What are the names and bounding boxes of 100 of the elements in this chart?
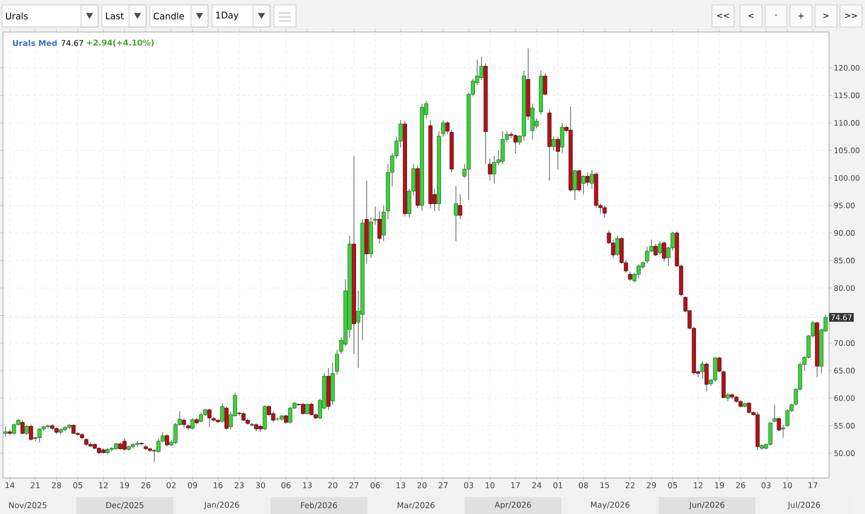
candlestick xyxy=(513,134,518,154)
text: Feb/2026 xyxy=(301,502,338,509)
candlestick xyxy=(581,174,586,195)
x-tick-label: 19 xyxy=(120,482,130,488)
x-tick-label: 05 xyxy=(668,482,678,488)
candlestick xyxy=(24,424,29,436)
candlestick xyxy=(20,420,25,435)
text: Apr/2026 xyxy=(494,502,531,510)
x-tick-label: 29 xyxy=(646,482,656,488)
x-tick-label: 26 xyxy=(141,482,150,488)
candlestick xyxy=(577,169,582,192)
candlestick xyxy=(776,417,781,432)
candlestick xyxy=(250,422,254,427)
candlestick xyxy=(173,422,178,444)
x-tick-label: 08 xyxy=(578,482,588,488)
candlestick xyxy=(12,423,16,435)
text: Jun/2026 xyxy=(688,502,724,510)
x-tick-label: 03 xyxy=(464,482,474,488)
candlestick xyxy=(458,194,462,220)
candlestick xyxy=(781,424,786,438)
candlestick xyxy=(717,356,722,373)
candlestick xyxy=(152,449,156,462)
x-tick-label: 27 xyxy=(349,482,358,488)
x-tick-label: 02 xyxy=(166,482,176,488)
candlestick xyxy=(552,136,556,151)
candlestick xyxy=(586,172,590,186)
text: Jan/2026 xyxy=(204,502,240,510)
x-tick-label: 14 xyxy=(6,482,14,488)
candlestick xyxy=(500,130,505,164)
text: 1Day xyxy=(216,12,238,20)
candlestick xyxy=(700,360,704,380)
text: Nov/2025 xyxy=(9,502,46,509)
candlestick xyxy=(772,404,777,423)
candlestick xyxy=(747,402,752,414)
x-tick-label: 12 xyxy=(694,482,702,488)
x-tick-label: 16 xyxy=(214,482,223,488)
candlestick xyxy=(628,271,632,282)
text: Urals xyxy=(6,12,28,20)
candlestick xyxy=(241,412,246,422)
candlestick xyxy=(768,422,772,446)
candlestick xyxy=(182,418,186,428)
candlestick xyxy=(266,405,272,416)
candlestick xyxy=(198,412,204,423)
text: Last xyxy=(106,12,124,20)
text: >> xyxy=(845,14,857,18)
text: << xyxy=(717,14,729,18)
candlestick xyxy=(785,408,790,428)
candlestick xyxy=(662,240,666,262)
text: < xyxy=(748,14,754,18)
candlestick xyxy=(572,169,577,200)
candlestick xyxy=(488,158,492,181)
x-tick-label: 20 xyxy=(417,482,427,488)
text: Candle xyxy=(154,12,184,20)
candlestick xyxy=(543,72,548,96)
x-tick-label: 23 xyxy=(234,482,244,488)
candlestick xyxy=(72,424,76,434)
candlestick xyxy=(590,169,594,190)
candlestick xyxy=(122,438,127,451)
text: Mar/2026 xyxy=(398,502,435,509)
candlestick xyxy=(29,424,34,441)
x-tick-label: 09 xyxy=(188,482,198,488)
candlestick xyxy=(207,408,212,428)
text: May/2026 xyxy=(591,502,630,510)
x-tick-label: 06 xyxy=(370,482,380,488)
x-tick-label: 22 xyxy=(626,482,634,488)
candlestick xyxy=(156,438,161,453)
candlestick xyxy=(262,405,267,430)
x-tick-label: 17 xyxy=(808,482,818,488)
candlestick xyxy=(713,356,718,382)
x-tick-label: 13 xyxy=(303,482,312,488)
candlestick xyxy=(615,235,620,256)
candlestick xyxy=(139,442,144,446)
annotation: +2.94(+4.10%) xyxy=(86,39,154,47)
text: Jul/2026 xyxy=(787,502,820,510)
text: - xyxy=(774,14,778,16)
x-tick-label: 06 xyxy=(281,482,291,488)
x-tick-label: 17 xyxy=(511,482,520,488)
candlestick xyxy=(4,426,8,438)
x-tick-label: 27 xyxy=(438,482,448,488)
text: 74.67 xyxy=(61,40,84,46)
candlestick xyxy=(704,362,709,392)
x-tick-label: 10 xyxy=(486,482,494,488)
candlestick xyxy=(602,205,607,218)
candlestick xyxy=(164,434,170,447)
x-tick-label: 05 xyxy=(73,482,82,488)
x-tick-label: 13 xyxy=(396,482,406,488)
x-tick-label: 10 xyxy=(783,482,792,488)
candlestick xyxy=(309,402,314,416)
text: + xyxy=(798,13,804,19)
candlestick xyxy=(190,418,195,430)
candlestick xyxy=(479,56,484,80)
candlestick xyxy=(654,244,658,256)
candlestick xyxy=(258,424,263,432)
x-tick-label: 12 xyxy=(99,482,108,488)
candlestick xyxy=(300,402,306,415)
x-tick-label: 30 xyxy=(256,482,266,488)
x-tick-label: 20 xyxy=(328,482,338,488)
text: Dec/2025 xyxy=(106,502,144,509)
candlestick xyxy=(560,122,564,154)
x-tick-label: 03 xyxy=(762,482,771,488)
